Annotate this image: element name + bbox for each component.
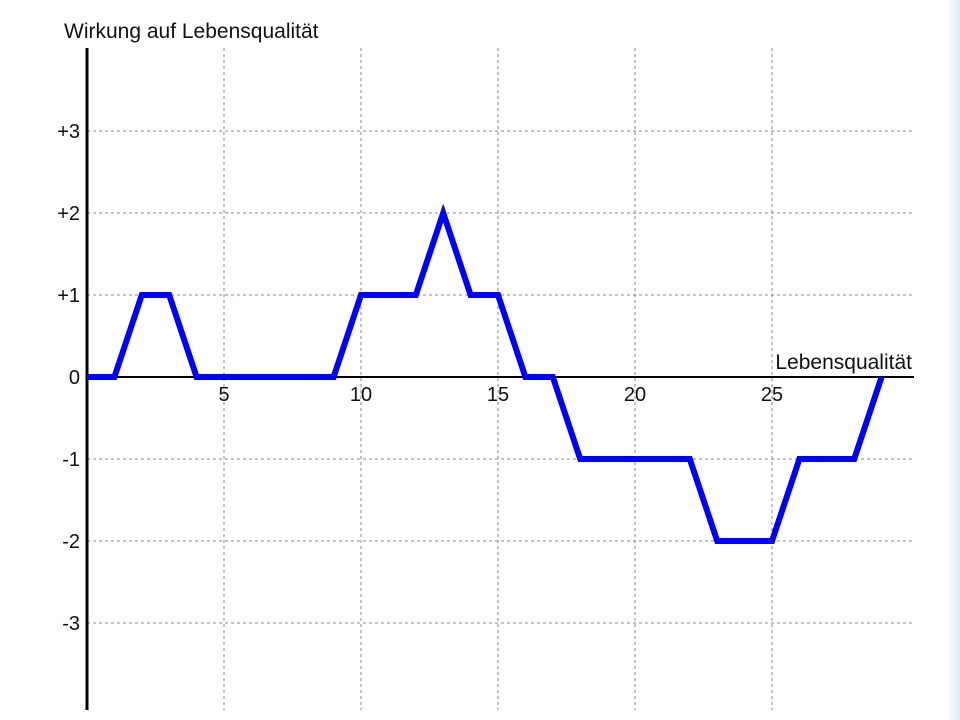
y-tick-label: +2 (57, 203, 80, 225)
y-tick-label: 0 (69, 367, 80, 389)
tick-labels: 5 10 15 20 25 +3 +2 +1 0 -1 -2 -3 (57, 121, 783, 635)
x-tick-label: 10 (350, 384, 372, 406)
window-edge (946, 0, 960, 720)
series-line (87, 203, 885, 544)
series-group (87, 203, 885, 544)
x-tick-label: 5 (218, 384, 229, 406)
x-tick-label: 25 (761, 384, 783, 406)
y-axis-title: Wirkung auf Lebensqualität (64, 20, 319, 43)
x-tick-label: 15 (487, 384, 509, 406)
x-axis-title: Lebensqualität (775, 351, 912, 374)
y-tick-label: +1 (57, 285, 80, 307)
y-tick-label: -1 (62, 449, 80, 471)
y-tick-label: -3 (62, 613, 80, 635)
y-tick-label: +3 (57, 121, 80, 143)
x-tick-label: 20 (624, 384, 646, 406)
y-tick-label: -2 (62, 531, 80, 553)
